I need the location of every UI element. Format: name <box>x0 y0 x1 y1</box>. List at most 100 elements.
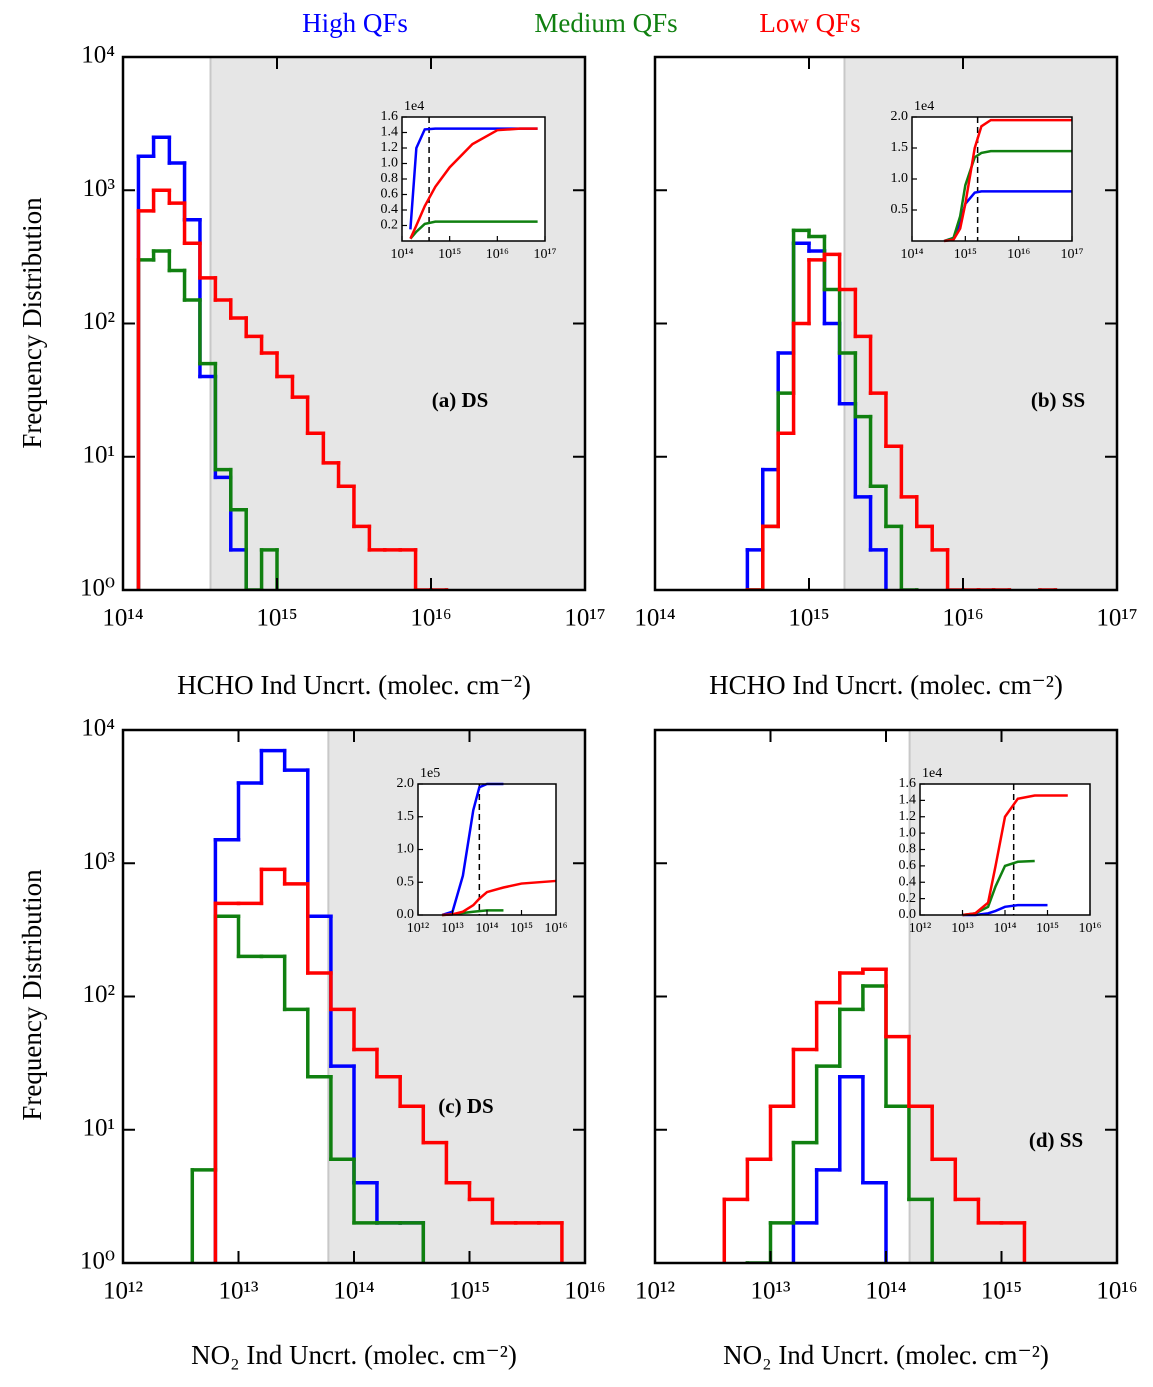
inset-background <box>912 117 1072 241</box>
inset-y-tick-label: 2.0 <box>397 776 415 791</box>
inset-curve <box>962 794 1068 917</box>
x-tick-label: 10¹⁴ <box>634 605 675 632</box>
x-axis-label: NO₂ Ind Uncrt. (molec. cm⁻²) <box>191 1340 517 1370</box>
inset-x-tick-label: 10¹⁴ <box>993 921 1016 936</box>
panel: 10¹² 10¹³ 10¹⁴ 10¹⁵ 10¹⁶ 10⁰ 10¹ 10² 10³ 10⁴ NO₂ I… <box>17 715 605 1370</box>
x-tick-label: 10¹² <box>635 1278 675 1305</box>
y-tick-label: 10⁰ <box>80 575 115 602</box>
inset-y-tick-label: 2.0 <box>891 109 909 124</box>
inset-x-tick-label: 10¹⁶ <box>486 247 509 262</box>
inset-x-tick-label: 10¹³ <box>441 921 463 936</box>
x-tick-label: 10¹⁶ <box>410 605 451 632</box>
inset-x-tick-label: 10¹⁵ <box>1036 921 1059 936</box>
x-tick-label: 10¹⁵ <box>788 605 829 632</box>
panel-label: (b) SS <box>1031 388 1085 412</box>
x-axis-label: HCHO Ind Uncrt. (molec. cm⁻²) <box>177 670 531 700</box>
x-tick-label: 10¹³ <box>751 1278 791 1305</box>
inset-x-tick-label: 10¹⁶ <box>1078 921 1101 936</box>
panel-label: (a) DS <box>432 388 489 412</box>
inset-y-tick-label: 1.5 <box>891 140 909 155</box>
inset-x-tick-label: 10¹² <box>407 921 429 936</box>
x-tick-label: 10¹⁴ <box>333 1278 374 1305</box>
inset-x-tick-label: 10¹⁶ <box>1007 247 1030 262</box>
inset-x-tick-label: 10¹⁵ <box>438 247 461 262</box>
y-axis-label: Frequency Distribution <box>17 869 47 1121</box>
inset-curve <box>409 220 538 240</box>
inset-y-tick-label: 0.2 <box>381 218 399 233</box>
inset-y-tick-label: 1.2 <box>381 140 399 155</box>
inset-y-tick-label: 0.8 <box>899 842 917 857</box>
inset-y-tick-label: 1.0 <box>891 171 909 186</box>
inset-y-tick-label: 1.2 <box>899 809 917 824</box>
histogram <box>722 967 1027 1263</box>
inset-curve <box>943 149 1072 243</box>
inset-y-tick-label: 0.5 <box>397 874 415 889</box>
y-tick-label: 10³ <box>83 848 116 875</box>
x-tick-label: 10¹⁶ <box>942 605 983 632</box>
inset-curve <box>442 879 557 917</box>
inset-offset-label: 1e4 <box>404 99 424 114</box>
inset-background <box>920 784 1090 915</box>
x-tick-label: 10¹⁵ <box>449 1278 490 1305</box>
inset-offset-label: 1e4 <box>914 99 934 114</box>
inset-y-tick-label: 0.6 <box>899 858 917 873</box>
x-tick-label: 10¹⁵ <box>981 1278 1022 1305</box>
inset-x-tick-label: 10¹⁵ <box>954 247 977 262</box>
y-tick-label: 10⁴ <box>81 42 115 69</box>
y-tick-label: 10⁰ <box>80 1248 115 1275</box>
inset-offset-label: 1e4 <box>922 766 942 781</box>
x-tick-label: 10¹⁵ <box>256 605 297 632</box>
y-tick-label: 10² <box>83 308 116 335</box>
y-tick-label: 10⁴ <box>81 715 115 742</box>
inset-y-tick-label: 0.2 <box>899 891 917 906</box>
inset-x-tick-label: 10¹³ <box>951 921 973 936</box>
panel: 10¹⁴ 10¹⁵ 10¹⁶ 10¹⁷ HCHO Ind Uncrt. (molec. … <box>634 55 1138 700</box>
x-tick-label: 10¹⁴ <box>865 1278 906 1305</box>
x-tick-label: 10¹⁷ <box>1096 605 1137 632</box>
panel-label: (c) DS <box>438 1094 493 1118</box>
inset-x-tick-label: 10¹⁷ <box>533 247 556 262</box>
x-tick-label: 10¹⁴ <box>102 605 143 632</box>
x-tick-label: 10¹³ <box>219 1278 259 1305</box>
y-tick-label: 10² <box>83 981 116 1008</box>
y-tick-label: 10³ <box>83 175 116 202</box>
inset-y-tick-label: 1.5 <box>397 809 415 824</box>
inset-y-tick-label: 0.0 <box>899 907 917 922</box>
inset-y-tick-label: 1.0 <box>899 825 917 840</box>
histogram <box>190 748 564 1263</box>
inset-curve <box>943 118 1072 243</box>
inset-x-tick-label: 10¹⁴ <box>475 921 498 936</box>
y-tick-label: 10¹ <box>83 441 116 468</box>
inset-x-tick-label: 10¹² <box>909 921 931 936</box>
panel: 10¹⁴ 10¹⁵ 10¹⁶ 10¹⁷ 10⁰ 10¹ 10² 10³ 10⁴ HCHO Ind … <box>17 42 605 700</box>
histogram <box>745 228 1058 590</box>
histogram <box>136 135 449 590</box>
panel: 10¹² 10¹³ 10¹⁴ 10¹⁵ 10¹⁶ NO₂ Ind Uncrt. (mole… <box>635 728 1138 1370</box>
inset-x-tick-label: 10¹⁶ <box>544 921 567 936</box>
inset-y-tick-label: 1.0 <box>397 842 415 857</box>
inset-y-tick-label: 1.6 <box>381 109 399 124</box>
x-axis-label: NO₂ Ind Uncrt. (molec. cm⁻²) <box>723 1340 1049 1370</box>
inset-x-tick-label: 10¹⁴ <box>390 247 413 262</box>
inset-x-tick-label: 10¹⁵ <box>510 921 533 936</box>
inset-x-tick-label: 10¹⁷ <box>1060 247 1083 262</box>
x-tick-label: 10¹⁷ <box>564 605 605 632</box>
inset-background <box>418 784 556 915</box>
panel-label: (d) SS <box>1029 1128 1083 1152</box>
inset-y-tick-label: 0.4 <box>381 202 399 217</box>
inset-background <box>402 117 545 241</box>
inset-offset-label: 1e5 <box>420 766 440 781</box>
y-tick-label: 10¹ <box>83 1114 116 1141</box>
inset-y-tick-label: 0.0 <box>397 907 415 922</box>
x-tick-label: 10¹⁶ <box>1096 1278 1137 1305</box>
legend-entry: Low QFs <box>759 8 860 38</box>
inset-y-tick-label: 1.4 <box>381 125 399 140</box>
inset-x-tick-label: 10¹⁴ <box>900 247 923 262</box>
x-tick-label: 10¹² <box>103 1278 143 1305</box>
inset-y-tick-label: 1.4 <box>899 793 917 808</box>
inset-y-tick-label: 0.6 <box>381 187 399 202</box>
y-axis-label: Frequency Distribution <box>17 197 47 449</box>
inset-curve <box>409 127 538 240</box>
inset-y-tick-label: 1.6 <box>899 776 917 791</box>
